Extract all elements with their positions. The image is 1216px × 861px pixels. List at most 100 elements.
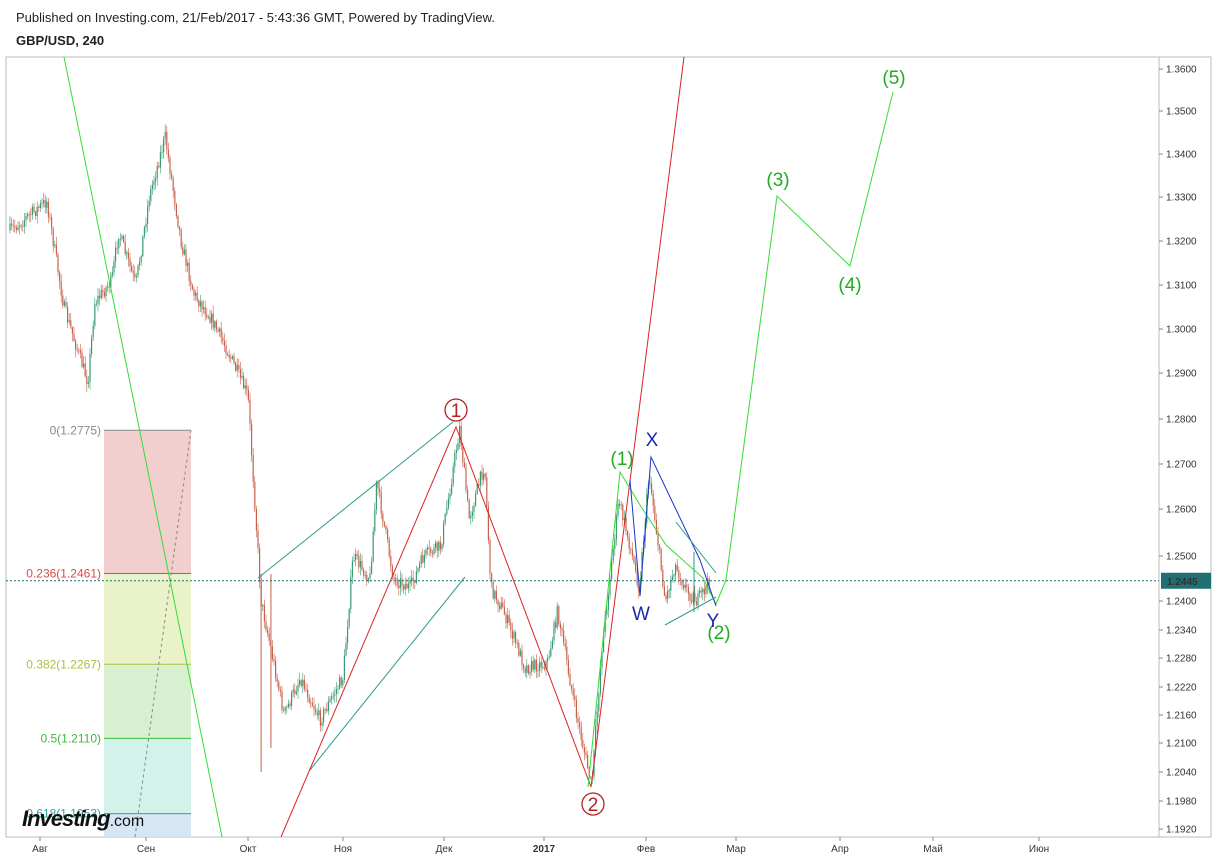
candle-body: [139, 261, 141, 266]
candle-body: [473, 505, 475, 512]
candle-body: [206, 314, 208, 318]
candle-body: [572, 689, 574, 696]
candle-body: [159, 152, 161, 168]
candle-body: [673, 574, 675, 577]
candle-body: [684, 584, 686, 589]
candle-body: [651, 483, 653, 494]
candle-body: [609, 579, 611, 596]
candle-body: [193, 289, 195, 296]
teal-channel-lower: [309, 576, 466, 771]
wave-g2-label: (2): [707, 623, 730, 644]
candle-body: [675, 564, 677, 575]
candle-body: [540, 662, 542, 668]
candle-body: [451, 484, 453, 494]
fib-level-label: 0(1.2775): [50, 423, 101, 437]
candle-body: [487, 506, 489, 540]
y-tick-label: 1.3600: [1166, 65, 1197, 76]
candle-body: [198, 300, 200, 307]
candle-body: [339, 677, 341, 689]
candle-body: [25, 216, 27, 221]
candle-body: [495, 590, 497, 601]
y-tick-label: 1.3400: [1166, 150, 1197, 161]
candle-body: [430, 548, 432, 553]
candle-body: [340, 677, 342, 686]
candle-body: [100, 290, 102, 299]
candle-body: [515, 632, 517, 644]
wave-g3-label: (3): [766, 170, 789, 191]
candle-body: [166, 131, 168, 150]
candle-body: [460, 425, 462, 447]
candle-body: [526, 665, 528, 673]
candle-body: [348, 609, 350, 627]
candle-body: [583, 747, 585, 753]
candle-body: [70, 320, 72, 328]
candle-body: [286, 706, 288, 708]
y-tick-label: 1.2100: [1166, 739, 1197, 750]
candle-body: [587, 755, 589, 768]
candle-body: [561, 628, 563, 631]
wave-g5-label: (5): [882, 68, 905, 89]
candle-body: [201, 301, 203, 310]
candle-body: [518, 643, 520, 656]
candle-body: [44, 200, 46, 208]
candle-body: [446, 508, 448, 514]
candle-body: [316, 712, 318, 716]
candle-body: [14, 225, 16, 228]
candle-body: [199, 301, 201, 307]
candle-body: [223, 341, 225, 346]
candle-body: [614, 539, 616, 549]
candle-body: [228, 355, 230, 358]
candle-body: [87, 382, 89, 385]
candle-body: [108, 286, 110, 288]
candle-body: [214, 321, 216, 328]
candle-body: [607, 595, 609, 611]
candle-body: [332, 695, 334, 697]
candle-body: [217, 329, 219, 332]
candle-body: [65, 301, 67, 307]
candle-body: [207, 317, 209, 318]
candle-body: [131, 266, 133, 271]
x-tick-label: Май: [923, 844, 943, 855]
candle-body: [179, 226, 181, 230]
candle-body: [273, 658, 275, 661]
candle-body: [502, 602, 504, 607]
candle-body: [519, 650, 521, 656]
candle-body: [188, 262, 190, 282]
candle-body: [462, 446, 464, 463]
candle-body: [308, 697, 310, 703]
y-tick-label: 1.2400: [1166, 597, 1197, 608]
candle-body: [483, 473, 485, 480]
candle-body: [374, 509, 376, 532]
wave-drawings[interactable]: 1 2 (1) (2) (3) (4) (5) W X Y: [6, 56, 1159, 838]
candle-body: [564, 642, 566, 647]
candle-body: [297, 684, 299, 692]
candle-body: [252, 454, 254, 482]
candle-body: [62, 295, 64, 306]
candle-body: [171, 173, 173, 179]
candle-body: [183, 249, 185, 255]
price-axis: 1.3600 1.3500 1.3400 1.3300 1.3200 1.3100 1.30…: [1159, 65, 1211, 836]
candle-body: [534, 659, 536, 670]
candle-body: [294, 689, 296, 694]
fib-retracement[interactable]: 0(1.2775) 0.236(1.2461) 0.382(1.2267) 0.5(1…: [26, 423, 192, 838]
candle-body: [438, 541, 440, 551]
candle-body: [467, 489, 469, 501]
x-tick-label: Дек: [436, 844, 453, 855]
candle-body: [49, 217, 51, 218]
candle-body: [84, 363, 86, 377]
y-tick-label: 1.2160: [1166, 711, 1197, 722]
candle-body: [177, 215, 179, 227]
candle-body: [455, 450, 457, 454]
candle-body: [265, 621, 267, 630]
candle-body: [249, 399, 251, 424]
fib-zone: [104, 664, 191, 739]
candle-body: [577, 718, 579, 723]
candle-body: [311, 702, 313, 706]
candle-body: [580, 726, 582, 740]
candle-body: [143, 227, 145, 237]
candle-body: [542, 666, 544, 668]
candle-body: [47, 201, 49, 218]
candle-body: [227, 353, 229, 356]
candle-body: [59, 272, 61, 282]
